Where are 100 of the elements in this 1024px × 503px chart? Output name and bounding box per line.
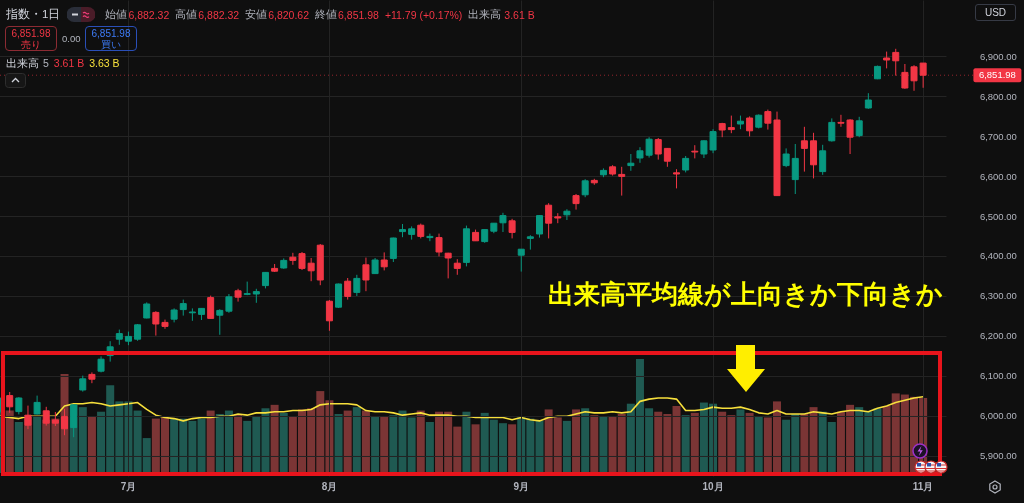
x-tick-label: 9月: [513, 481, 529, 493]
y-tick-label: 5,900.00: [979, 450, 1017, 462]
annotation: 6,851.98: [10, 28, 52, 39]
bar: [343, 410, 352, 474]
candlestick: [60, 408, 68, 436]
bar: [14, 421, 23, 474]
y-tick-label: 6,100.00: [979, 370, 1017, 382]
bar: [690, 412, 699, 474]
candlestick: [855, 116, 863, 138]
candlestick: [499, 212, 507, 233]
x-tick-label: 8月: [321, 481, 337, 493]
y-tick-label: 6,500.00: [979, 210, 1017, 222]
annotation: 買い: [100, 39, 122, 50]
bar: [562, 420, 571, 474]
bar: [279, 412, 288, 474]
bar: [197, 418, 206, 474]
bar: [206, 410, 215, 474]
annotation: +11.79 (+0.17%): [384, 8, 463, 21]
bar: [233, 413, 242, 474]
annotation: 出来高: [6, 57, 39, 71]
annotation: 3.63 B: [89, 57, 120, 71]
y-tick-label: 6,800.00: [979, 90, 1017, 102]
candlestick: [617, 166, 625, 197]
candlestick: [517, 248, 525, 273]
annotation: 出来高: [468, 7, 502, 22]
bar: [754, 416, 763, 474]
candlestick: [325, 299, 333, 332]
bar: [361, 410, 370, 474]
candlestick: [891, 48, 899, 77]
candlestick: [188, 307, 196, 322]
bar: [580, 408, 589, 474]
bar: [745, 412, 754, 474]
candlestick: [151, 310, 159, 337]
annotation: 6,820.62: [268, 8, 310, 21]
y-tick-label: 6,200.00: [979, 330, 1017, 342]
candlestick: [818, 144, 826, 176]
candlestick: [782, 147, 790, 168]
y-tick-label: 6,300.00: [979, 290, 1017, 302]
bar: [809, 407, 818, 474]
annotation: 3.61 B: [504, 8, 535, 21]
candlestick: [791, 143, 799, 195]
candlestick: [215, 308, 223, 336]
candlestick: [544, 202, 552, 239]
bar: [462, 411, 471, 474]
annotation: 6,882.32: [128, 8, 170, 21]
bar: [87, 416, 96, 474]
annotation: 5: [43, 57, 49, 71]
candlestick: [663, 147, 671, 168]
candlestick: [343, 277, 351, 301]
y-tick-label: 6,700.00: [979, 130, 1017, 142]
y-tick-label: 6,900.00: [979, 50, 1017, 62]
annotation: 出来高平均線が上向きか下向きか: [548, 280, 943, 308]
annotation: 安値: [245, 7, 268, 22]
annotation: 6,851.98: [338, 8, 379, 21]
x-tick-label: 10月: [702, 481, 724, 493]
candlestick: [672, 168, 680, 189]
candlestick: [900, 63, 908, 90]
y-tick-label: 6,400.00: [979, 250, 1017, 262]
bar: [270, 404, 279, 474]
candlestick: [654, 137, 662, 161]
candlestick: [508, 218, 516, 239]
bar: [571, 409, 580, 474]
bar: [334, 413, 343, 474]
candlestick: [33, 395, 41, 415]
bar: [425, 421, 434, 474]
bar: [352, 407, 361, 474]
annotation: 始値: [105, 7, 128, 22]
candlestick: [88, 371, 96, 384]
candlestick: [352, 274, 360, 297]
x-tick-label: 11月: [912, 481, 934, 493]
bar: [416, 410, 425, 474]
bar: [681, 415, 690, 474]
bar: [672, 405, 681, 474]
bar: [736, 409, 745, 474]
bar: [370, 416, 379, 474]
annotation: 6,851.98: [90, 28, 132, 39]
text: 指数・1日: [6, 7, 61, 22]
bar: [535, 420, 544, 474]
candlestick: [334, 283, 342, 309]
bar: [407, 417, 416, 474]
bar: [589, 415, 598, 474]
annotation: 売り: [20, 39, 42, 50]
bar: [599, 416, 608, 474]
candlestick: [809, 132, 817, 179]
candlestick: [389, 237, 397, 263]
candlestick: [444, 252, 452, 279]
text: USD: [984, 7, 1007, 18]
candlestick: [563, 208, 571, 221]
bar: [507, 424, 516, 474]
ref-line-label: 6,851.98: [978, 69, 1016, 81]
candlestick: [535, 214, 543, 239]
candlestick: [435, 233, 443, 257]
annotation: 0.00: [62, 33, 81, 44]
candlestick: [426, 233, 433, 242]
candlestick: [763, 109, 771, 131]
annotation: 6,882.32: [198, 8, 240, 21]
candlestick: [362, 257, 370, 292]
annotation: 高値: [175, 7, 198, 22]
bar: [471, 424, 480, 474]
annotation: 3.61 B: [53, 57, 85, 71]
